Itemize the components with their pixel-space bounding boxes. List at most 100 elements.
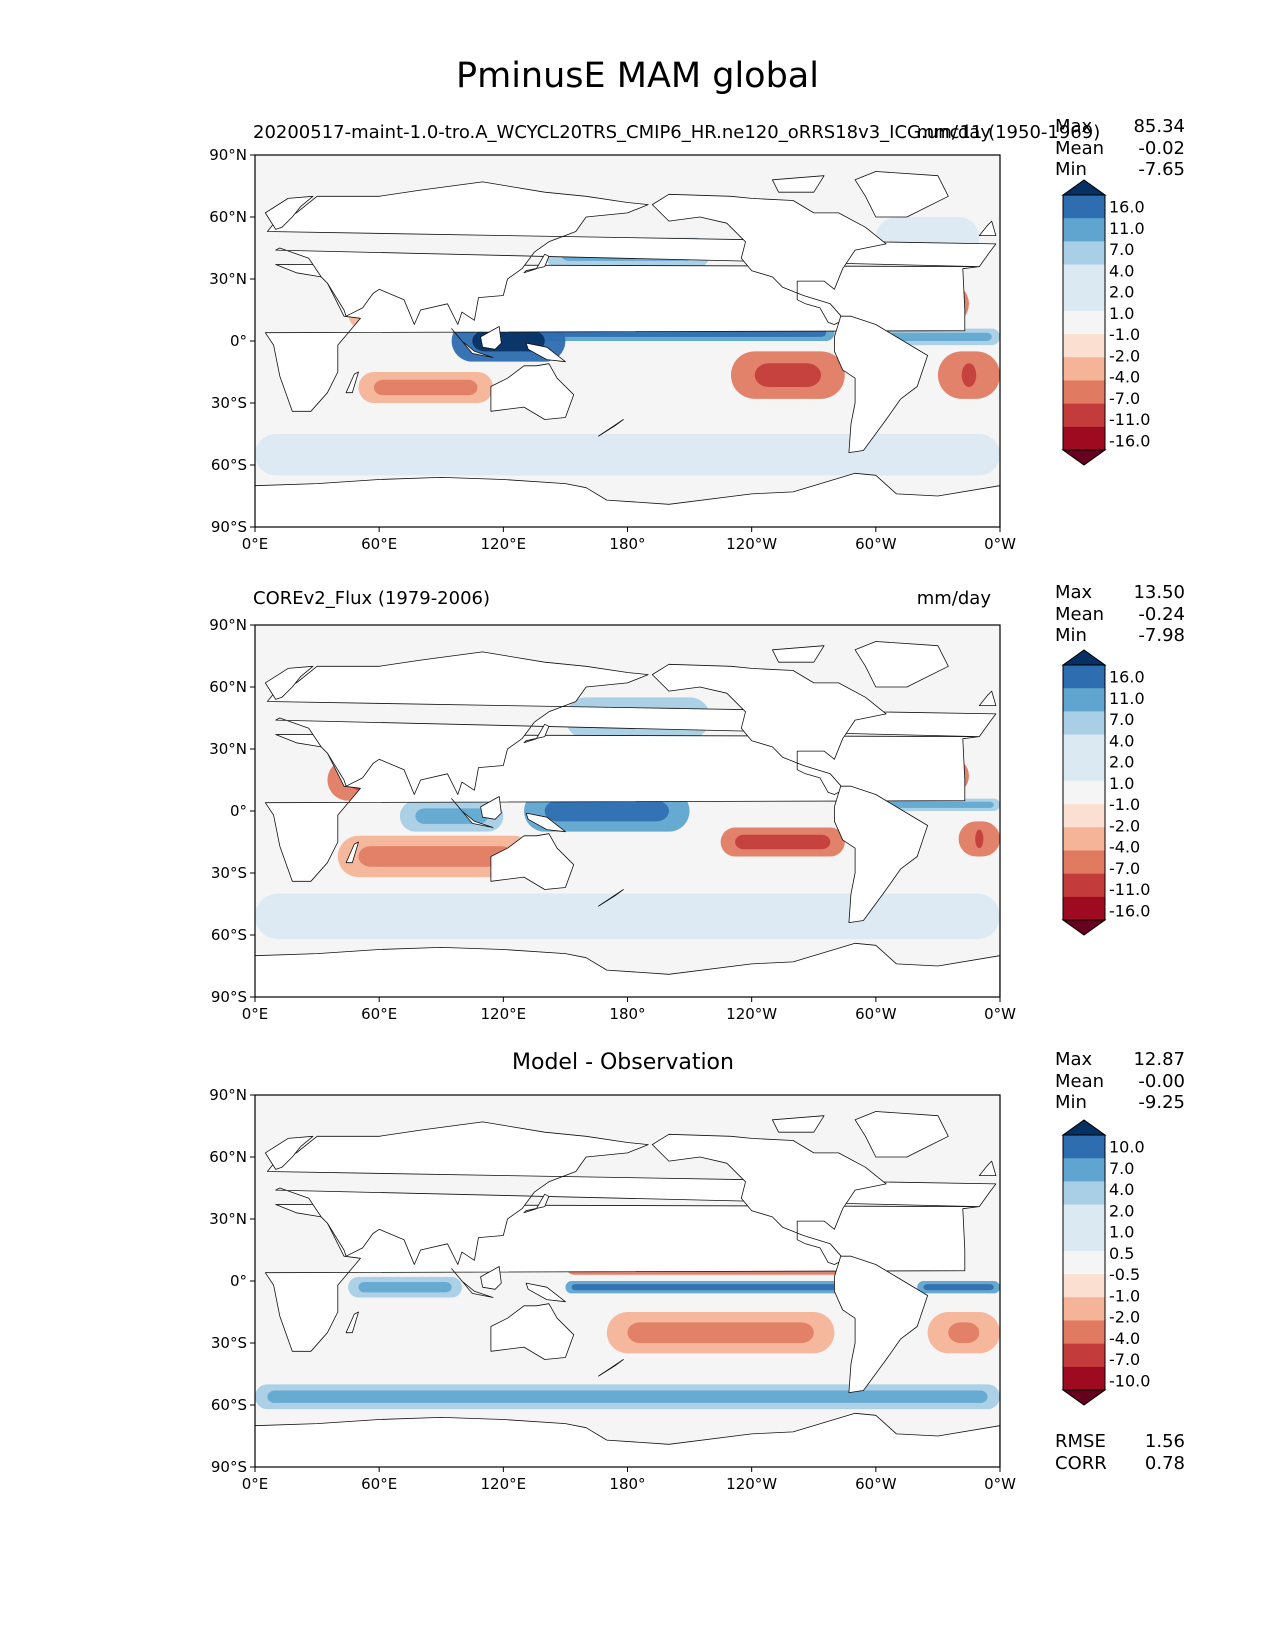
land-mass	[525, 342, 566, 363]
colorbar-band	[1063, 403, 1105, 428]
y-tick-label: 60°N	[209, 678, 247, 696]
colorbar-band	[1063, 1343, 1105, 1368]
map-field	[255, 625, 1000, 997]
map-field	[255, 155, 1000, 527]
colorbar-level-label: 4.0	[1109, 731, 1134, 750]
colorbar-band	[1063, 426, 1105, 451]
colorbar-level-label: 16.0	[1109, 198, 1145, 217]
colorbar-band	[1063, 218, 1105, 242]
y-tick-label: 90°N	[209, 616, 247, 634]
y-tick-label: 30°S	[211, 394, 247, 412]
colorbar-level-label: -4.0	[1109, 838, 1140, 857]
y-tick-label: 0°	[230, 802, 247, 820]
land-mass	[266, 1121, 997, 1265]
colorbar-band	[1063, 1297, 1105, 1321]
contour-core	[627, 1322, 814, 1343]
contour-core	[571, 1284, 849, 1291]
x-tick-label: 60°W	[855, 535, 897, 553]
x-tick-label: 180°	[609, 1475, 645, 1493]
colorbar-level-label: 1.0	[1109, 304, 1134, 323]
contour-core	[754, 363, 822, 387]
x-tick-label: 60°W	[855, 1005, 897, 1023]
stat-label: Max	[1055, 1049, 1093, 1070]
colorbar-level-label: -2.0	[1109, 816, 1140, 835]
colorbar-3: 10.0 7.0 4.0 2.0 1.0 0.5 -0.5 -1.0 -2.0 -4.0 -7.0 -…	[1061, 1119, 1150, 1406]
colorbar-level-label: -0.5	[1109, 1265, 1140, 1284]
contour-core	[975, 829, 984, 849]
land-mass	[834, 1255, 928, 1393]
contour-core	[358, 846, 514, 867]
colorbar-extend-bottom	[1061, 1389, 1107, 1406]
x-tick-label: 120°W	[726, 1475, 777, 1493]
land-mass	[772, 1115, 825, 1133]
x-tick-label: 120°W	[726, 1005, 777, 1023]
x-tick-label: 0°E	[242, 1005, 269, 1023]
colorbar-frame	[1062, 194, 1106, 451]
land-mass	[854, 641, 949, 688]
colorbar-level-label: -1.0	[1109, 325, 1140, 344]
colorbar-level-label: 2.0	[1109, 283, 1134, 302]
panel-model: 20200517-maint-1.0-tro.A_WCYCL20TRS_CMIP…	[0, 0, 1275, 470]
colorbar-band	[1063, 665, 1105, 689]
land-mass	[266, 651, 997, 795]
colorbar-band	[1063, 1320, 1105, 1345]
panel-units: mm/day	[916, 588, 991, 609]
contour-core	[882, 801, 994, 808]
colorbar-band	[1063, 873, 1105, 898]
map-field	[255, 1095, 1000, 1467]
contour-core	[923, 1284, 994, 1291]
land-mass	[854, 1111, 949, 1158]
stat-value: 12.87	[1133, 1049, 1185, 1070]
land-mass	[525, 812, 566, 833]
land-mass	[490, 833, 575, 890]
colorbar-band	[1063, 195, 1105, 219]
stats-block-3: Max 12.87 Mean -0.00 Min -9.25	[1055, 1049, 1185, 1114]
contour-core	[544, 800, 669, 822]
land-mass	[345, 841, 359, 864]
colorbar-2: 16.0 11.0 7.0 4.0 2.0 1.0 -1.0 -2.0 -4.0 -7.0 -11.…	[1061, 649, 1150, 936]
x-tick-label: 120°E	[481, 1475, 527, 1493]
y-tick-label: 30°S	[211, 1334, 247, 1352]
metric-value: 1.56	[1144, 1431, 1185, 1452]
colorbar-level-label: -11.0	[1109, 880, 1150, 899]
colorbar-level-label: 4.0	[1109, 261, 1134, 280]
y-tick-label: 90°N	[209, 1086, 247, 1104]
panel-title-center: Model - Observation	[512, 1050, 734, 1075]
x-tick-label: 60°E	[361, 1005, 397, 1023]
stat-value: 13.50	[1133, 582, 1185, 603]
colorbar-level-label: -4.0	[1109, 368, 1140, 387]
land-mass	[978, 1160, 997, 1176]
colorbar-band	[1063, 1204, 1105, 1229]
y-tick-label: 30°N	[209, 740, 247, 758]
colorbar-level-label: -10.0	[1109, 1371, 1150, 1390]
land-mass	[451, 1268, 494, 1298]
colorbar-band	[1063, 896, 1105, 921]
y-tick-label: 30°S	[211, 864, 247, 882]
colorbar-extend-bottom	[1061, 449, 1107, 466]
y-tick-label: 90°S	[211, 1458, 247, 1476]
land-mass	[480, 326, 502, 350]
land-mass	[490, 1303, 575, 1360]
land-mass	[834, 315, 928, 454]
contour-region	[255, 434, 1000, 476]
colorbar-extend-top	[1061, 1119, 1107, 1136]
stat-value: -7.65	[1138, 159, 1185, 180]
colorbar-band	[1063, 1158, 1105, 1182]
colorbar-band	[1063, 357, 1105, 381]
colorbar-band	[1063, 334, 1105, 358]
x-tick-label: 120°W	[726, 535, 777, 553]
colorbar-band	[1063, 1227, 1105, 1252]
land-mass	[345, 1311, 359, 1334]
contour-core	[735, 834, 831, 850]
contour-core	[358, 1282, 452, 1293]
y-tick-label: 0°	[230, 1272, 247, 1290]
colorbar-level-label: -7.0	[1109, 389, 1140, 408]
colorbar-level-label: -16.0	[1109, 901, 1150, 920]
x-tick-label: 0°W	[984, 1005, 1016, 1023]
metric-label: CORR	[1055, 1452, 1107, 1474]
y-tick-label: 0°	[230, 332, 247, 350]
colorbar-band	[1063, 264, 1105, 289]
colorbar-level-label: 7.0	[1109, 710, 1134, 729]
land-mass	[772, 175, 825, 193]
